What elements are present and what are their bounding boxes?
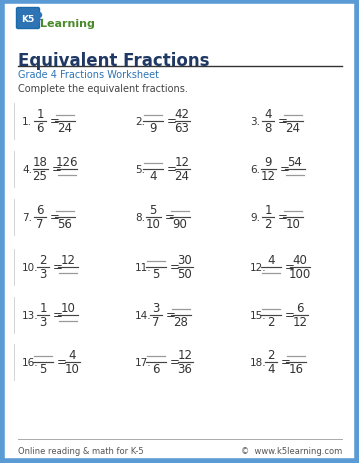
Text: 30: 30 bbox=[178, 254, 192, 267]
Text: 18: 18 bbox=[33, 156, 47, 169]
Text: 15.: 15. bbox=[250, 310, 267, 320]
Text: 9.: 9. bbox=[250, 213, 260, 223]
Text: 5: 5 bbox=[39, 363, 47, 375]
Text: 1: 1 bbox=[36, 108, 44, 121]
Text: K5: K5 bbox=[22, 14, 34, 24]
Text: 10.: 10. bbox=[22, 263, 38, 272]
Text: 12: 12 bbox=[174, 156, 190, 169]
Text: 10: 10 bbox=[61, 302, 75, 315]
Text: 10: 10 bbox=[65, 363, 79, 375]
Text: 24: 24 bbox=[285, 122, 300, 135]
Text: 24: 24 bbox=[174, 170, 190, 183]
Text: 9: 9 bbox=[149, 122, 157, 135]
Text: 6: 6 bbox=[36, 204, 44, 217]
Text: 4: 4 bbox=[267, 254, 275, 267]
Text: 9: 9 bbox=[264, 156, 272, 169]
Text: 5: 5 bbox=[149, 204, 157, 217]
Text: =: = bbox=[52, 163, 61, 176]
Text: 36: 36 bbox=[178, 363, 192, 375]
Text: =: = bbox=[278, 115, 288, 128]
Text: Learning: Learning bbox=[40, 19, 95, 29]
Text: 7: 7 bbox=[152, 316, 160, 329]
Text: 12: 12 bbox=[61, 254, 75, 267]
Text: 1: 1 bbox=[39, 302, 47, 315]
Text: 12: 12 bbox=[261, 170, 275, 183]
Text: =: = bbox=[167, 163, 177, 176]
Text: 12: 12 bbox=[177, 349, 192, 362]
Text: 5: 5 bbox=[152, 268, 160, 281]
Text: 4: 4 bbox=[267, 363, 275, 375]
Text: =: = bbox=[278, 211, 288, 224]
Text: 24: 24 bbox=[57, 122, 73, 135]
Text: 6: 6 bbox=[152, 363, 160, 375]
Text: 2: 2 bbox=[264, 218, 272, 231]
Text: 6.: 6. bbox=[250, 165, 260, 175]
Text: 10: 10 bbox=[285, 218, 300, 231]
Text: =: = bbox=[167, 115, 177, 128]
Text: 3: 3 bbox=[39, 316, 47, 329]
Text: 56: 56 bbox=[57, 218, 73, 231]
Text: 40: 40 bbox=[293, 254, 307, 267]
Text: =: = bbox=[281, 356, 291, 369]
Text: 2: 2 bbox=[267, 316, 275, 329]
Text: 11.: 11. bbox=[135, 263, 151, 272]
Circle shape bbox=[37, 13, 42, 19]
Text: 7: 7 bbox=[36, 218, 44, 231]
Text: Grade 4 Fractions Worksheet: Grade 4 Fractions Worksheet bbox=[18, 70, 159, 80]
Text: =: = bbox=[285, 309, 295, 322]
Text: =: = bbox=[53, 261, 63, 274]
Text: 3.: 3. bbox=[250, 117, 260, 127]
Text: 3: 3 bbox=[39, 268, 47, 281]
Text: 42: 42 bbox=[174, 108, 190, 121]
Text: 3: 3 bbox=[152, 302, 160, 315]
Text: 5.: 5. bbox=[135, 165, 145, 175]
Text: 4: 4 bbox=[149, 170, 157, 183]
Text: =: = bbox=[53, 309, 63, 322]
Text: 7.: 7. bbox=[22, 213, 32, 223]
Text: 100: 100 bbox=[289, 268, 311, 281]
Text: Online reading & math for K-5: Online reading & math for K-5 bbox=[18, 446, 144, 455]
Text: =: = bbox=[50, 115, 60, 128]
Text: 4: 4 bbox=[264, 108, 272, 121]
Text: 10: 10 bbox=[145, 218, 160, 231]
Text: 12.: 12. bbox=[250, 263, 267, 272]
Text: 90: 90 bbox=[172, 218, 187, 231]
Text: 14.: 14. bbox=[135, 310, 151, 320]
Text: 8: 8 bbox=[264, 122, 272, 135]
Text: 2: 2 bbox=[267, 349, 275, 362]
Text: =: = bbox=[285, 261, 295, 274]
FancyBboxPatch shape bbox=[17, 8, 39, 30]
Text: =: = bbox=[170, 261, 180, 274]
Text: 16: 16 bbox=[289, 363, 303, 375]
Text: 4.: 4. bbox=[22, 165, 32, 175]
Text: =: = bbox=[170, 356, 180, 369]
Text: =: = bbox=[166, 309, 176, 322]
Text: 18.: 18. bbox=[250, 357, 267, 367]
Text: 1.: 1. bbox=[22, 117, 32, 127]
Text: 13.: 13. bbox=[22, 310, 39, 320]
Text: 1: 1 bbox=[264, 204, 272, 217]
Text: 25: 25 bbox=[33, 170, 47, 183]
Text: 17.: 17. bbox=[135, 357, 151, 367]
Text: Complete the equivalent fractions.: Complete the equivalent fractions. bbox=[18, 84, 188, 94]
Text: ©  www.k5learning.com: © www.k5learning.com bbox=[241, 446, 342, 455]
Text: 12: 12 bbox=[293, 316, 308, 329]
Text: Equivalent Fractions: Equivalent Fractions bbox=[18, 52, 210, 70]
Text: 8.: 8. bbox=[135, 213, 145, 223]
Text: 63: 63 bbox=[174, 122, 190, 135]
Text: =: = bbox=[280, 163, 289, 176]
Text: 126: 126 bbox=[55, 156, 78, 169]
Text: 4: 4 bbox=[68, 349, 76, 362]
Text: 16.: 16. bbox=[22, 357, 39, 367]
Text: 28: 28 bbox=[173, 316, 188, 329]
Text: 6: 6 bbox=[36, 122, 44, 135]
Text: 54: 54 bbox=[287, 156, 302, 169]
Text: 2.: 2. bbox=[135, 117, 145, 127]
Text: 50: 50 bbox=[178, 268, 192, 281]
Text: =: = bbox=[164, 211, 174, 224]
Text: 2: 2 bbox=[39, 254, 47, 267]
Text: =: = bbox=[57, 356, 67, 369]
Text: =: = bbox=[50, 211, 60, 224]
Text: 6: 6 bbox=[296, 302, 304, 315]
